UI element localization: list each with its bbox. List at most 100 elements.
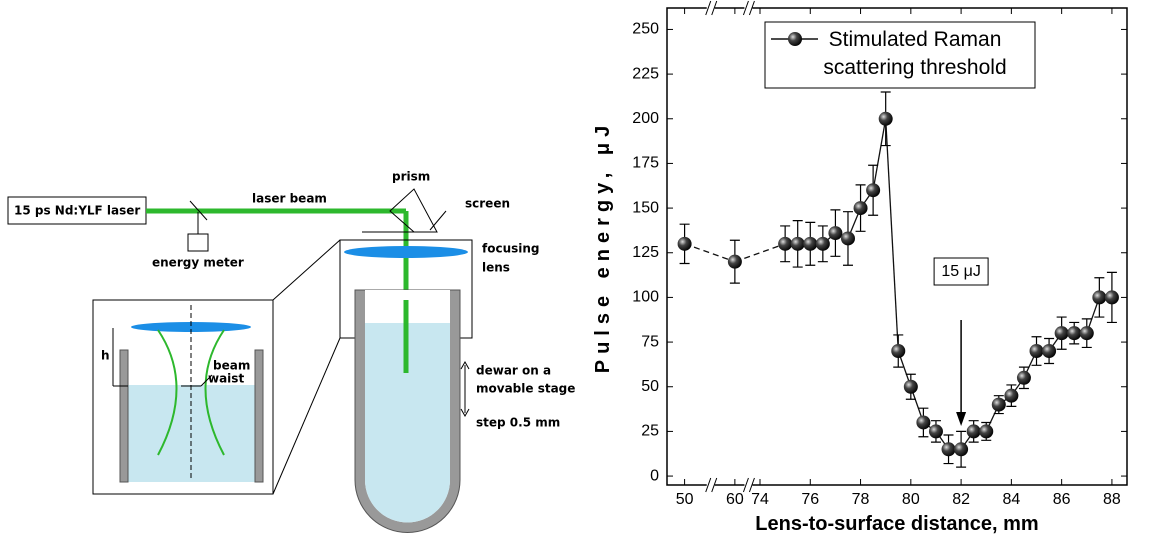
setup-diagram: 15 ps Nd:YLF laser energy meter laser be… <box>7 170 575 533</box>
axis-break <box>744 477 753 493</box>
y-tick-label: 25 <box>641 423 659 440</box>
data-point <box>815 236 830 251</box>
data-point <box>916 415 931 430</box>
arrow-heads <box>460 360 470 418</box>
axis-break <box>705 0 712 16</box>
x-tick-label: 88 <box>1103 491 1121 508</box>
data-point <box>1004 388 1019 403</box>
y-tick-label: 150 <box>632 199 659 216</box>
lens-label: lens <box>482 261 510 275</box>
data-point <box>928 424 943 439</box>
data-point <box>1054 326 1069 341</box>
axis-break <box>711 0 718 16</box>
legend-box <box>764 21 1036 89</box>
axis-break <box>706 0 715 16</box>
beam-splitter <box>189 200 208 221</box>
prism-label: prism <box>392 170 430 184</box>
series-line <box>734 243 786 263</box>
data-point <box>878 111 893 126</box>
y-tick-label: 225 <box>632 65 659 82</box>
y-tick-label: 175 <box>632 155 659 172</box>
axis-break <box>706 477 715 493</box>
data-point <box>941 442 956 457</box>
axis-break <box>748 0 755 16</box>
data-point <box>778 236 793 251</box>
y-tick-label: 200 <box>632 110 659 127</box>
data-point <box>903 379 918 394</box>
axis-break <box>748 477 755 493</box>
data-point <box>1016 370 1031 385</box>
data-point <box>891 344 906 359</box>
axis-break <box>742 0 749 16</box>
data-point <box>979 424 994 439</box>
series-line <box>872 118 887 191</box>
x-tick-label: 76 <box>801 491 819 508</box>
data-point <box>954 442 969 457</box>
x-tick-label: 50 <box>676 491 694 508</box>
annotation-label: 15 μJ <box>941 263 980 280</box>
data-point <box>853 201 868 216</box>
axis-break <box>705 477 712 493</box>
waist-label: beam <box>213 359 250 373</box>
y-tick-label: 125 <box>632 244 659 261</box>
x-tick-label: 84 <box>1002 491 1020 508</box>
x-tick-label: 60 <box>726 491 744 508</box>
legend-marker <box>788 32 802 46</box>
x-tick-label: 80 <box>902 491 920 508</box>
inset-wall <box>254 349 264 483</box>
axis-break <box>744 0 753 16</box>
y-tick-label: 75 <box>641 333 659 350</box>
prism <box>389 188 438 233</box>
data-point <box>1042 344 1057 359</box>
step-label: step 0.5 mm <box>476 416 560 430</box>
y-tick-label: 0 <box>650 467 659 484</box>
beam-profile <box>204 329 225 456</box>
axis-break <box>742 477 749 493</box>
beam-profile <box>157 329 178 456</box>
x-tick-label: 86 <box>1053 491 1071 508</box>
series-line <box>684 243 736 263</box>
connector <box>272 337 341 495</box>
beam-label: laser beam <box>252 192 327 206</box>
data-point <box>803 236 818 251</box>
y-tick-label: 250 <box>632 21 659 38</box>
laser-box <box>7 196 147 225</box>
series-line <box>885 118 899 352</box>
data-point <box>790 236 805 251</box>
data-point <box>991 397 1006 412</box>
data-point <box>840 231 855 246</box>
x-axis-label: Lens-to-surface distance, mm <box>755 513 1038 535</box>
waist-label: waist <box>208 372 244 386</box>
x-tick-label: 78 <box>852 491 870 508</box>
data-point <box>1104 290 1119 305</box>
y-tick-label: 100 <box>632 289 659 306</box>
data-point <box>677 236 692 251</box>
dewar-label: movable stage <box>476 382 575 396</box>
plot-frame <box>666 7 1128 486</box>
inset-wall <box>119 349 129 483</box>
meter-label: energy meter <box>152 256 244 270</box>
inset-lens <box>131 322 251 332</box>
data-point <box>828 226 843 241</box>
laser-label: 15 ps Nd:YLF laser <box>14 204 140 218</box>
data-point <box>1067 326 1082 341</box>
h-label: h <box>101 349 110 363</box>
liquid <box>365 323 450 523</box>
screen-label: screen <box>465 197 510 211</box>
data-point <box>1079 326 1094 341</box>
chart: 0 25 50 75 100 125 150 175 200 225 250 50 60 74 76 78 80… <box>592 0 1128 535</box>
y-tick-label: 50 <box>641 378 659 395</box>
x-tick-label: 74 <box>751 491 769 508</box>
x-tick-label: 82 <box>952 491 970 508</box>
data-point <box>1029 344 1044 359</box>
connector <box>272 239 341 301</box>
data-point <box>727 254 742 269</box>
data-point <box>1092 290 1107 305</box>
legend-label: Stimulated Raman scattering threshold <box>823 28 1007 79</box>
energy-meter <box>187 233 209 252</box>
lens <box>344 246 468 258</box>
axis-break <box>711 477 718 493</box>
data-point <box>966 424 981 439</box>
